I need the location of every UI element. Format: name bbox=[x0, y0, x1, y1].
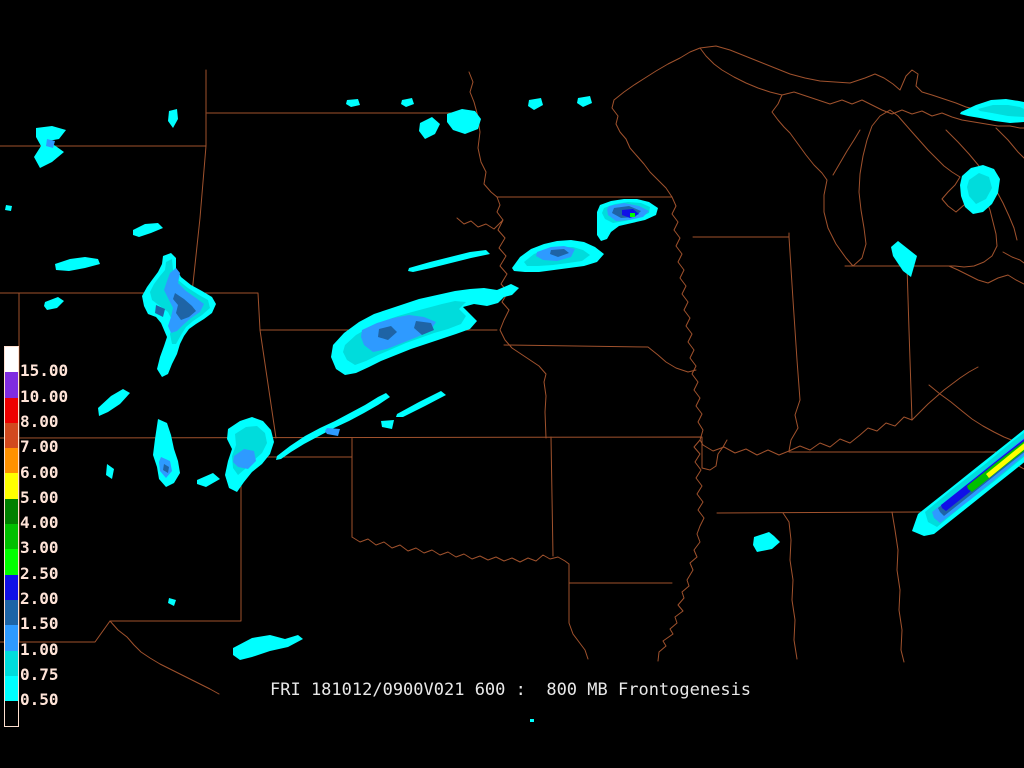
contour-region-level-0.50 bbox=[408, 250, 490, 272]
contour-region-level-0.50 bbox=[530, 719, 534, 722]
legend-segment-1.50 bbox=[5, 599, 18, 626]
legend-segment-0.75 bbox=[5, 650, 18, 676]
legend-label-7.00: 7.00 bbox=[20, 437, 59, 457]
contour-region-level-0.50 bbox=[381, 420, 394, 429]
legend-label-10.00: 10.00 bbox=[20, 386, 69, 406]
border-straight-lines bbox=[0, 69, 1024, 643]
contour-region-level-5.00 bbox=[986, 443, 1024, 478]
contour-region-level-0.50 bbox=[98, 389, 130, 416]
contour-region-level-0.50 bbox=[753, 532, 780, 552]
contour-region-level-1.50 bbox=[173, 293, 196, 320]
contour-region-level-0.75 bbox=[967, 173, 992, 204]
legend-label-4.00: 4.00 bbox=[20, 513, 59, 533]
legend-segment-2.50 bbox=[5, 549, 18, 575]
legend-segment-1.00 bbox=[5, 625, 18, 651]
legend-segment-3.00 bbox=[5, 524, 18, 550]
contour-region-level-1.50 bbox=[378, 326, 397, 340]
contour-region-level-1.00 bbox=[233, 449, 256, 469]
legend-segment-8.00 bbox=[5, 397, 18, 423]
legend-segment-2.00 bbox=[5, 574, 18, 600]
contour-region-level-0.50 bbox=[106, 464, 114, 479]
contour-region-level-1.50 bbox=[414, 321, 434, 335]
legend-color-bar bbox=[4, 346, 19, 728]
contour-region-level-1.00 bbox=[325, 428, 340, 436]
contour-region-level-0.50 bbox=[168, 109, 178, 128]
legend-segment-15.00 bbox=[5, 347, 18, 373]
legend-label-8.00: 8.00 bbox=[20, 411, 59, 431]
legend-label-6.00: 6.00 bbox=[20, 462, 59, 482]
legend-label-1.00: 1.00 bbox=[20, 639, 59, 659]
contour-region-level-0.50 bbox=[346, 99, 360, 107]
legend-label-5.00: 5.00 bbox=[20, 487, 59, 507]
contour-region-level-0.50 bbox=[168, 598, 176, 606]
state-borders bbox=[0, 45, 1024, 695]
contour-region-level-0.50 bbox=[5, 205, 12, 211]
contour-region-level-0.50 bbox=[153, 419, 180, 487]
legend-segment-5.00 bbox=[5, 473, 18, 499]
legend-segment-10.00 bbox=[5, 372, 18, 398]
contour-region-level-0.75 bbox=[978, 105, 1024, 117]
contour-region-level-0.50 bbox=[401, 98, 414, 107]
legend-label-15.00: 15.00 bbox=[20, 361, 69, 381]
contour-region-level-0.50 bbox=[233, 635, 303, 660]
contour-region-level-1.50 bbox=[155, 305, 165, 317]
contour-region-level-0.50 bbox=[197, 473, 220, 487]
legend-segment-6.00 bbox=[5, 448, 18, 474]
border-rivers bbox=[109, 71, 1024, 695]
legend-label-2.50: 2.50 bbox=[20, 563, 59, 583]
contour-region-level-1.50 bbox=[550, 249, 569, 257]
legend-segment-7.00 bbox=[5, 422, 18, 449]
legend-segment-4.00 bbox=[5, 498, 18, 525]
contour-region-level-0.50 bbox=[891, 241, 917, 277]
contour-region-level-0.50 bbox=[44, 297, 64, 310]
contour-region-level-0.50 bbox=[528, 98, 543, 110]
contour-region-level-1.50 bbox=[163, 464, 169, 473]
contour-region-level-1.00 bbox=[46, 139, 55, 148]
contour-region-level-0.50 bbox=[419, 117, 440, 139]
border-great-lakes bbox=[611, 45, 1024, 285]
contour-region-level-0.50 bbox=[447, 109, 481, 134]
legend-label-2.00: 2.00 bbox=[20, 589, 59, 608]
contour-region-level-0.50 bbox=[133, 223, 163, 237]
contour-region-level-2.50 bbox=[630, 213, 635, 217]
legend-label-1.50: 1.50 bbox=[20, 614, 59, 634]
map-title: FRI 181012/0900V021 600 : 800 MB Frontog… bbox=[270, 680, 752, 700]
contour-region-level-0.50 bbox=[396, 391, 446, 417]
frontogenesis-contours bbox=[5, 96, 1024, 722]
legend-segment-0.50 bbox=[5, 675, 18, 702]
legend-label-0.75: 0.75 bbox=[20, 664, 59, 684]
contour-region-level-0.50 bbox=[276, 393, 390, 460]
contour-region-level-0.50 bbox=[55, 257, 100, 271]
legend-segment-below-min bbox=[5, 701, 18, 726]
contour-region-level-0.50 bbox=[577, 96, 592, 107]
legend-label-3.00: 3.00 bbox=[20, 538, 59, 558]
legend-label-0.50: 0.50 bbox=[20, 690, 59, 710]
